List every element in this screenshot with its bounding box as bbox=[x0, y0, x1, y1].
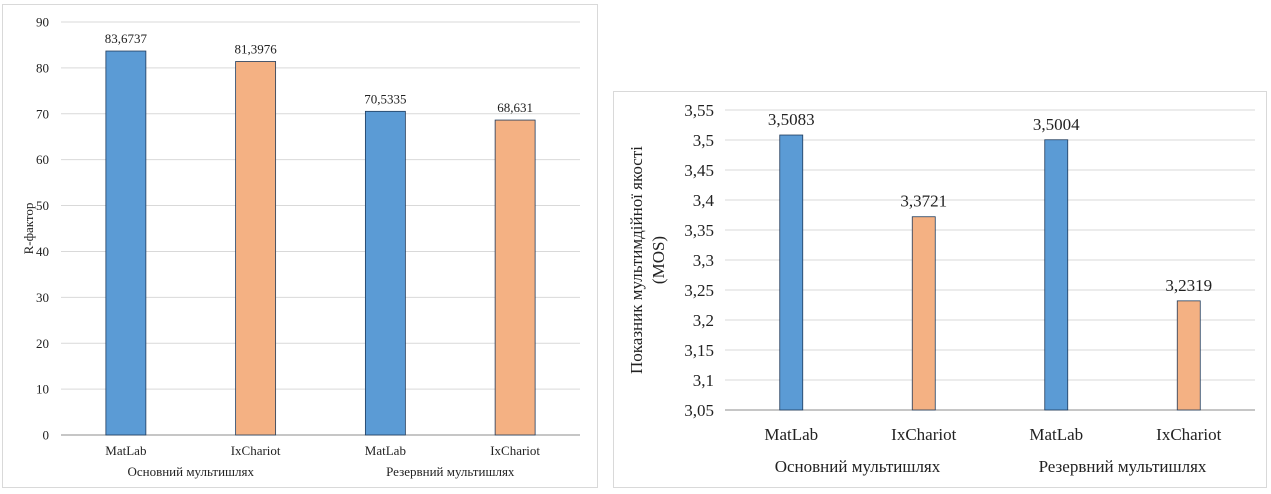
x-category-label: MatLab bbox=[1029, 425, 1083, 444]
x-category-label: IxChariot bbox=[891, 425, 956, 444]
y-tick-label: 10 bbox=[36, 382, 49, 397]
x-category-label: MatLab bbox=[105, 443, 146, 458]
bar-value-label: 68,631 bbox=[497, 100, 533, 115]
x-category-label: IxChariot bbox=[1156, 425, 1221, 444]
x-category-label: MatLab bbox=[365, 443, 406, 458]
mos-chart: 3,05 3,1 3,15 3,2 3,25 3,3 3,35 3,4 3,45 3,5 3,55 3… bbox=[627, 101, 1255, 476]
bar-matlab bbox=[364, 110, 406, 436]
x-group-label: Основний мультишлях bbox=[775, 457, 941, 476]
x-category-label: MatLab bbox=[764, 425, 818, 444]
bar-value-label: 83,6737 bbox=[105, 31, 148, 46]
y-tick-label: 3,1 bbox=[693, 371, 714, 390]
bar-ixchariot bbox=[1176, 300, 1201, 411]
y-axis-label: Показник мультимдійної якості bbox=[627, 146, 646, 374]
bar-value-label: 70,5335 bbox=[364, 91, 406, 106]
x-category-label: IxChariot bbox=[231, 443, 281, 458]
bar-matlab bbox=[1044, 139, 1069, 411]
y-tick-label: 3,2 bbox=[693, 311, 714, 330]
y-tick-label: 30 bbox=[36, 290, 49, 305]
y-tick-label: 3,05 bbox=[684, 401, 714, 420]
x-category-label: IxChariot bbox=[490, 443, 540, 458]
y-tick-label: 3,3 bbox=[693, 251, 714, 270]
y-tick-label: 3,55 bbox=[684, 101, 714, 120]
y-tick-label: 90 bbox=[36, 15, 49, 30]
y-tick-label: 50 bbox=[36, 198, 49, 213]
bar-value-label: 81,3976 bbox=[235, 41, 278, 56]
mos-chart-panel: 3,05 3,1 3,15 3,2 3,25 3,3 3,35 3,4 3,45 3,5 3,55 3… bbox=[613, 91, 1267, 488]
bar-matlab bbox=[779, 134, 804, 411]
y-tick-label: 40 bbox=[36, 244, 49, 259]
r-factor-chart: 0 10 20 30 40 50 60 70 80 90 83,6737 MatLab 81,3976 I… bbox=[21, 15, 580, 479]
bar-value-label: 3,3721 bbox=[900, 192, 947, 211]
bar-ixchariot bbox=[235, 61, 277, 436]
bar-value-label: 3,5083 bbox=[768, 110, 815, 129]
y-tick-label: 60 bbox=[36, 152, 49, 167]
y-tick-label: 3,15 bbox=[684, 341, 714, 360]
x-group-label: Основний мультишлях bbox=[127, 464, 254, 479]
bar-matlab bbox=[105, 50, 147, 436]
y-tick-label: 20 bbox=[36, 336, 49, 351]
y-tick-label: 3,4 bbox=[693, 191, 715, 210]
bar-value-label: 3,5004 bbox=[1033, 115, 1080, 134]
y-tick-label: 80 bbox=[36, 60, 49, 75]
y-tick-label: 3,45 bbox=[684, 161, 714, 180]
bar-value-label: 3,2319 bbox=[1165, 276, 1212, 295]
r-factor-chart-panel: 0 10 20 30 40 50 60 70 80 90 83,6737 MatLab 81,3976 I… bbox=[2, 4, 598, 488]
y-tick-label: 3,25 bbox=[684, 281, 714, 300]
bar-ixchariot bbox=[494, 119, 536, 436]
x-group-label: Резервний мультишлях bbox=[386, 464, 515, 479]
x-group-label: Резервний мультишлях bbox=[1039, 457, 1207, 476]
y-tick-label: 70 bbox=[36, 106, 49, 121]
y-tick-label: 3,5 bbox=[693, 131, 714, 150]
bar-ixchariot bbox=[911, 216, 936, 411]
y-tick-label: 0 bbox=[43, 428, 50, 443]
y-tick-label: 3,35 bbox=[684, 221, 714, 240]
y-axis-label: (MOS) bbox=[649, 236, 668, 284]
y-axis-label: R-фактор bbox=[21, 203, 36, 255]
